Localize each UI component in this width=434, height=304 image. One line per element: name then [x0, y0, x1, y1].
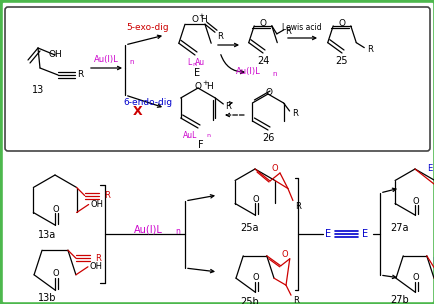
FancyBboxPatch shape	[5, 7, 429, 151]
Text: E: E	[194, 68, 200, 78]
Text: OH: OH	[90, 200, 103, 209]
Text: F: F	[198, 140, 204, 150]
Text: n: n	[191, 63, 196, 67]
Text: Au(I)L: Au(I)L	[93, 56, 118, 64]
Text: n: n	[206, 133, 210, 139]
Text: R: R	[291, 109, 297, 119]
Text: AuL: AuL	[182, 132, 197, 140]
Text: O: O	[259, 19, 266, 27]
Text: R: R	[95, 254, 101, 263]
Text: E: E	[426, 164, 431, 173]
Text: 25: 25	[335, 56, 348, 66]
Text: H: H	[200, 16, 207, 25]
Text: n: n	[129, 59, 134, 65]
Text: E: E	[361, 229, 367, 239]
Text: n: n	[175, 227, 180, 237]
Text: O: O	[194, 82, 201, 92]
Text: O: O	[252, 195, 259, 203]
Text: 13: 13	[32, 85, 44, 95]
Text: Au: Au	[194, 58, 204, 67]
Text: O: O	[252, 274, 259, 282]
Text: O: O	[191, 16, 198, 25]
Text: E: E	[324, 229, 330, 239]
Text: 13b: 13b	[38, 293, 56, 303]
Text: R: R	[103, 191, 109, 200]
Text: +: +	[202, 80, 207, 86]
Text: R: R	[77, 71, 83, 80]
Text: OH: OH	[48, 50, 62, 60]
Text: R: R	[293, 296, 298, 304]
Text: Au(I)L: Au(I)L	[235, 67, 260, 77]
Text: 5-exo-dig: 5-exo-dig	[126, 22, 169, 32]
Text: 27a: 27a	[390, 223, 408, 233]
Text: 25b: 25b	[240, 297, 259, 304]
Text: OH: OH	[89, 262, 102, 271]
Text: O: O	[265, 88, 272, 98]
Text: 13a: 13a	[38, 230, 56, 240]
Text: R: R	[284, 27, 290, 36]
Text: R: R	[217, 32, 222, 41]
Text: Lewis acid: Lewis acid	[282, 23, 321, 33]
Text: O: O	[412, 274, 418, 282]
Text: 6-endo-dig: 6-endo-dig	[123, 98, 172, 108]
Text: R: R	[366, 45, 372, 54]
Text: R: R	[225, 102, 231, 112]
Text: E: E	[431, 257, 434, 267]
Text: L: L	[187, 58, 191, 67]
Text: O: O	[271, 164, 278, 174]
Text: O: O	[281, 250, 287, 259]
Text: 26: 26	[261, 133, 273, 143]
Text: X: X	[133, 105, 142, 119]
Text: R: R	[294, 202, 300, 211]
Text: 25a: 25a	[240, 223, 259, 233]
Text: +: +	[197, 13, 204, 19]
Text: 27b: 27b	[390, 295, 408, 304]
Text: H: H	[206, 82, 213, 92]
Text: O: O	[53, 270, 59, 278]
Text: O: O	[338, 19, 345, 27]
Text: O: O	[53, 205, 59, 213]
Text: O: O	[412, 196, 418, 206]
Text: n: n	[272, 71, 276, 77]
Text: Au(I)L: Au(I)L	[133, 225, 162, 235]
Text: 24: 24	[256, 56, 269, 66]
